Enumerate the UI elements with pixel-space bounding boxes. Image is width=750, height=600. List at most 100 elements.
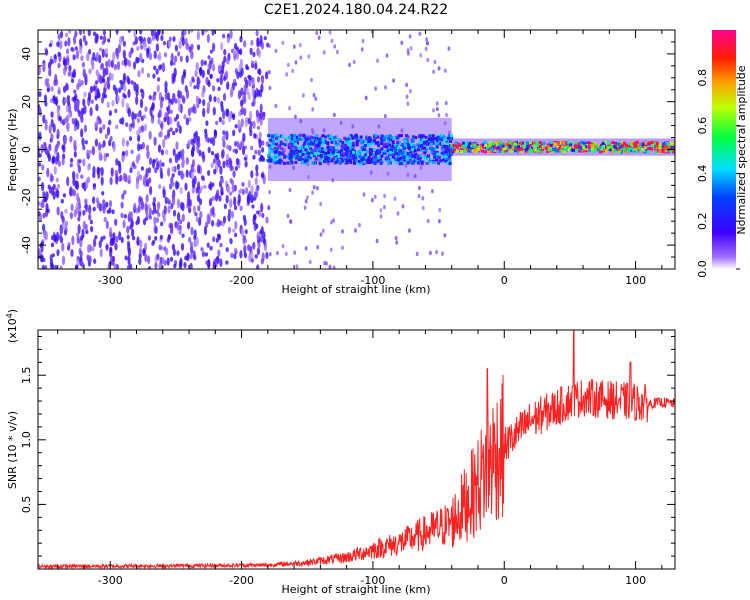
spectrogram-noise-cell bbox=[230, 179, 235, 186]
spectrogram-band-cell bbox=[360, 151, 364, 154]
spectrogram-band-cell bbox=[484, 144, 488, 148]
spectrogram-noise-cell bbox=[125, 122, 129, 127]
spectrogram-band-cell bbox=[547, 148, 551, 152]
spectrogram-band-cell bbox=[327, 159, 331, 163]
spectrogram-noise-cell bbox=[126, 75, 130, 83]
spectrogram-band-cell bbox=[536, 149, 540, 153]
spectrogram-band-cell bbox=[670, 146, 674, 150]
spectrogram-noise-cell bbox=[267, 205, 271, 211]
spectrogram-noise-cell bbox=[190, 163, 194, 173]
spectrogram-noise-cell bbox=[91, 246, 95, 252]
spectrogram-noise-cell bbox=[54, 144, 59, 153]
spectrogram-noise-cell bbox=[112, 142, 116, 153]
spectrogram-noise-cell bbox=[217, 249, 221, 257]
spectrogram-noise-cell bbox=[101, 191, 105, 196]
spectrogram-noise-cell bbox=[110, 73, 114, 81]
spectrogram-band-cell bbox=[455, 149, 459, 153]
spectrogram-noise-cell bbox=[205, 221, 209, 228]
spectrogram-noise-cell bbox=[127, 107, 131, 118]
spectrogram-noise-cell bbox=[111, 209, 115, 215]
spectrogram-band-cell bbox=[320, 147, 324, 151]
spectrogram-band-cell bbox=[302, 144, 306, 148]
spectrogram-band-cell bbox=[376, 150, 380, 154]
spectrogram-noise-cell bbox=[223, 203, 227, 210]
spectrogram-noise-cell bbox=[201, 30, 205, 36]
spectrogram-noise-cell bbox=[243, 218, 247, 226]
spectrogram-band-cell bbox=[376, 141, 380, 144]
spectrogram-band-cell bbox=[658, 143, 662, 146]
spectrogram-noise-cell bbox=[195, 62, 199, 71]
spectrogram-band-cell bbox=[566, 141, 570, 145]
spectrogram-band-cell bbox=[291, 142, 295, 146]
spectrogram-noise-cell bbox=[155, 68, 159, 75]
spectrogram-noise-cell bbox=[133, 202, 137, 210]
spectrogram-band-cell bbox=[662, 142, 666, 146]
spectrogram-noise-cell bbox=[220, 41, 224, 51]
spectrogram-noise-cell bbox=[255, 164, 259, 172]
spectrogram-band-cell bbox=[275, 149, 279, 153]
spectrogram-band-cell bbox=[431, 137, 434, 141]
spectrogram-noise-cell bbox=[178, 224, 182, 231]
spectrogram-noise-cell bbox=[204, 132, 208, 140]
spectrogram-noise-cell bbox=[95, 33, 99, 43]
spectrogram-noise-cell bbox=[162, 41, 167, 46]
spectrogram-band-cell bbox=[416, 154, 420, 158]
spectrogram-band-cell bbox=[273, 158, 277, 162]
spectrogram-noise-cell bbox=[244, 229, 248, 235]
spectrogram-band-cell bbox=[511, 141, 515, 145]
spectrogram-noise-cell bbox=[262, 231, 266, 240]
spectrogram-noise-cell bbox=[230, 86, 234, 94]
spectrogram-noise-cell bbox=[179, 257, 183, 268]
spectrogram-noise-cell bbox=[173, 263, 177, 269]
spectrogram-noise-cell bbox=[98, 240, 102, 249]
spectrogram-noise-cell bbox=[181, 173, 185, 179]
spectrogram-band-cell bbox=[546, 143, 550, 147]
spectrogram-band-cell bbox=[647, 146, 651, 150]
spectrogram-noise-cell bbox=[176, 221, 180, 231]
spectrogram-noise-cell bbox=[183, 30, 187, 36]
spectrogram-band-cell bbox=[321, 134, 325, 138]
spectrogram-noise-cell bbox=[176, 163, 180, 170]
spectrogram-noise-cell bbox=[62, 193, 66, 198]
spectrogram-band-cell bbox=[369, 153, 372, 157]
spectrogram-band-cell bbox=[348, 157, 352, 161]
spectrogram-band-cell bbox=[664, 145, 668, 148]
spectrogram-noise-cell bbox=[281, 244, 285, 249]
spectrogram-band-cell bbox=[412, 159, 416, 163]
spectrogram-noise-cell bbox=[239, 36, 243, 43]
spectrogram-noise-cell bbox=[178, 40, 182, 49]
spectrogram-noise-cell bbox=[242, 90, 247, 96]
spectrogram-band-cell bbox=[658, 150, 662, 154]
spectrogram-noise-cell bbox=[333, 44, 337, 49]
spectrogram-noise-cell bbox=[177, 170, 181, 176]
spectrogram-band-cell bbox=[386, 147, 390, 151]
spectrogram-noise-cell bbox=[256, 89, 260, 97]
spectrogram-noise-cell bbox=[62, 144, 66, 153]
spectrogram-noise-cell bbox=[215, 237, 219, 243]
spectrogram-band-cell bbox=[338, 160, 341, 164]
spectrogram-noise-cell bbox=[213, 168, 217, 175]
spectrogram-noise-cell bbox=[40, 241, 44, 246]
spectrogram-noise-cell bbox=[138, 247, 143, 255]
spectrogram-noise-cell bbox=[229, 237, 233, 243]
spectrogram-noise-cell bbox=[46, 78, 50, 83]
spectrogram-noise-cell bbox=[89, 85, 94, 93]
spectrogram-band-cell bbox=[447, 157, 451, 161]
spectrogram-noise-cell bbox=[150, 116, 155, 124]
spectrogram-noise-cell bbox=[383, 193, 386, 199]
spectrogram-band-cell bbox=[367, 158, 371, 161]
spectrogram-band-cell bbox=[293, 154, 297, 158]
spectrogram-band-cell bbox=[671, 150, 675, 154]
spectrogram-band-cell bbox=[650, 141, 654, 145]
spectrogram-noise-cell bbox=[159, 100, 163, 109]
spectrogram-noise-cell bbox=[229, 191, 233, 196]
spectrogram-noise-cell bbox=[161, 257, 165, 265]
spectrogram-noise-cell bbox=[61, 221, 66, 230]
spectrogram-band-cell bbox=[390, 148, 393, 152]
spectrogram-noise-cell bbox=[119, 79, 123, 84]
spectrogram-noise-cell bbox=[144, 106, 148, 112]
spectrogram-noise-cell bbox=[192, 205, 197, 214]
spectrogram-band-cell bbox=[670, 141, 673, 145]
spectrogram-noise-cell bbox=[77, 223, 81, 234]
spectrogram-band-cell bbox=[304, 148, 308, 152]
